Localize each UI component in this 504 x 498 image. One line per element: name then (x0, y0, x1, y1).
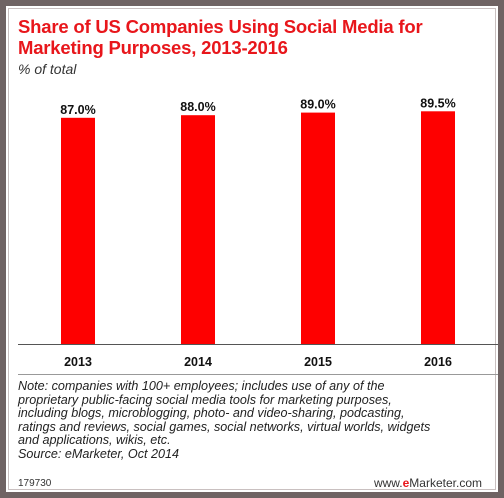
note-line: proprietary public-facing social media t… (18, 392, 392, 407)
x-tick-label-2015: 2015 (304, 355, 332, 369)
x-tick-label-2016: 2016 (424, 355, 452, 369)
brand-highlight: e (402, 476, 410, 490)
data-label-2016: 89.5% (420, 96, 455, 110)
brand-name: Marketer (409, 476, 456, 490)
data-label-2014: 88.0% (180, 100, 215, 114)
chart-title: Share of US Companies Using Social Media… (18, 16, 488, 58)
bar-2015 (301, 112, 335, 344)
brand-prefix: www. (373, 476, 403, 490)
source-line: Source: eMarketer, Oct 2014 (18, 446, 180, 461)
note-line: and applications, wikis, etc. (18, 433, 171, 448)
brand-suffix: .com (455, 476, 482, 490)
bar-2014 (181, 115, 215, 344)
data-label-2013: 87.0% (60, 103, 95, 117)
bar-2013 (61, 117, 95, 344)
bar-2016 (421, 111, 455, 344)
emarketer-link[interactable]: www.eMarketer.com (374, 476, 482, 490)
chart-subtitle: % of total (18, 61, 77, 77)
chart-note: Note: companies with 100+ employees; inc… (18, 379, 498, 462)
data-label-2015: 89.0% (300, 98, 335, 112)
bar-chart: 87.0% 2013 88.0% 2014 89.0% 2015 89.5% 2016 (18, 96, 498, 375)
x-tick-label-2013: 2013 (64, 355, 92, 369)
note-line: ratings and reviews, social games, socia… (18, 419, 431, 434)
x-tick-label-2014: 2014 (184, 355, 212, 369)
note-line: Note: companies with 100+ employees; inc… (18, 379, 385, 393)
chart-id: 179730 (18, 478, 52, 489)
chart-title-line-1: Share of US Companies Using Social Media… (18, 16, 423, 37)
note-line: including blogs, microblogging, photo- a… (18, 406, 405, 421)
chart-title-line-2: Marketing Purposes, 2013-2016 (18, 37, 288, 58)
